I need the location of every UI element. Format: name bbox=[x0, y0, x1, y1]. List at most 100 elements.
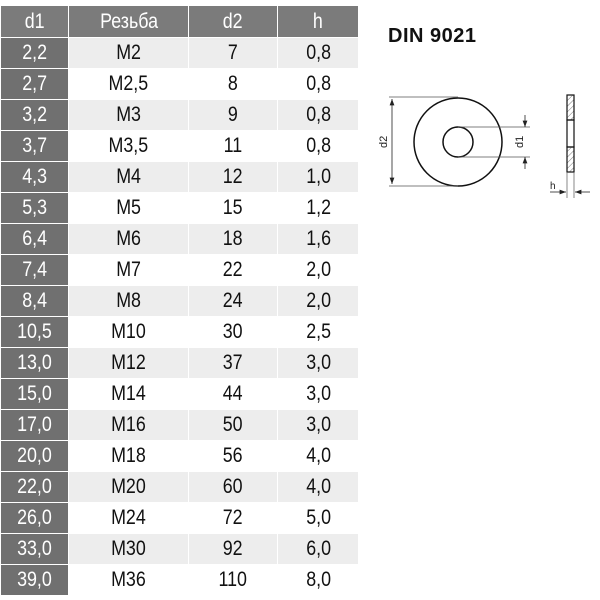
cell-value: 10,5 bbox=[17, 320, 52, 343]
washer-front-view: d2 d1 bbox=[378, 96, 530, 187]
table-cell: 39,0 bbox=[0, 564, 70, 596]
column-header-label: d2 bbox=[223, 9, 244, 33]
table-cell: M24 bbox=[68, 502, 189, 534]
washer-side-view: h bbox=[550, 94, 590, 198]
table-cell: 2,5 bbox=[277, 316, 359, 348]
table-cell: 20,0 bbox=[0, 440, 70, 472]
table-cell: M8 bbox=[68, 285, 189, 317]
cell-value: 72 bbox=[223, 506, 244, 529]
cell-value: 18 bbox=[223, 227, 244, 250]
cell-value: 6,4 bbox=[22, 227, 48, 250]
cell-value: 0,8 bbox=[305, 41, 331, 64]
cell-value: M30 bbox=[111, 537, 146, 560]
cell-value: 5,0 bbox=[305, 506, 331, 529]
cell-value: 2,7 bbox=[22, 72, 48, 95]
table-cell: 4,0 bbox=[277, 471, 359, 503]
cell-value: M12 bbox=[111, 351, 146, 374]
table-row: 22,0 M20 60 4,0 bbox=[0, 471, 359, 503]
table-row: 3,2 M3 9 0,8 bbox=[0, 99, 359, 131]
cell-value: 2,0 bbox=[305, 258, 331, 281]
table-cell: M12 bbox=[68, 347, 189, 379]
table-cell: 110 bbox=[187, 564, 279, 596]
standard-title: DIN 9021 bbox=[388, 25, 477, 47]
cell-value: M2,5 bbox=[108, 72, 149, 95]
cell-value: 3,7 bbox=[22, 134, 48, 157]
cell-value: M18 bbox=[111, 444, 146, 467]
table-cell: 9 bbox=[187, 99, 279, 131]
cell-value: 3,2 bbox=[22, 103, 48, 126]
cell-value: 17,0 bbox=[17, 413, 52, 436]
cell-value: 44 bbox=[223, 382, 244, 405]
cell-value: 4,0 bbox=[305, 444, 331, 467]
cell-value: M4 bbox=[116, 165, 141, 188]
column-header: d1 bbox=[0, 5, 70, 38]
table-cell: 7,4 bbox=[0, 254, 70, 286]
table-cell: M36 bbox=[68, 564, 189, 596]
table-cell: 2,0 bbox=[277, 285, 359, 317]
cell-value: 92 bbox=[223, 537, 244, 560]
table-row: 3,7 M3,5 11 0,8 bbox=[0, 130, 359, 162]
cell-value: 3,0 bbox=[305, 351, 331, 374]
cell-value: 33,0 bbox=[17, 537, 52, 560]
table-cell: 3,0 bbox=[277, 378, 359, 410]
table-row: 15,0 M14 44 3,0 bbox=[0, 378, 359, 410]
column-header-label: d1 bbox=[24, 9, 45, 33]
table-cell: 0,8 bbox=[277, 99, 359, 131]
table-cell: 17,0 bbox=[0, 409, 70, 441]
cell-value: M16 bbox=[111, 413, 146, 436]
cell-value: 8,4 bbox=[22, 289, 48, 312]
table-row: 39,0 M36 110 8,0 bbox=[0, 564, 359, 596]
cell-value: 3,0 bbox=[305, 413, 331, 436]
cell-value: M5 bbox=[116, 196, 141, 219]
table-cell: 8 bbox=[187, 68, 279, 100]
table-cell: 8,4 bbox=[0, 285, 70, 317]
table-cell: 12 bbox=[187, 161, 279, 193]
table-cell: 15 bbox=[187, 192, 279, 224]
cell-value: 8 bbox=[228, 72, 239, 95]
cell-value: 2,5 bbox=[305, 320, 331, 343]
table-row: 26,0 M24 72 5,0 bbox=[0, 502, 359, 534]
cell-value: 2,0 bbox=[305, 289, 331, 312]
table-cell: M10 bbox=[68, 316, 189, 348]
cell-value: M2 bbox=[116, 41, 141, 64]
cell-value: 0,8 bbox=[305, 134, 331, 157]
cell-value: 3,0 bbox=[305, 382, 331, 405]
table-cell: 72 bbox=[187, 502, 279, 534]
cell-value: 12 bbox=[223, 165, 244, 188]
cell-value: M20 bbox=[111, 475, 146, 498]
column-header-label: h bbox=[313, 9, 324, 33]
cell-value: 60 bbox=[223, 475, 244, 498]
cell-value: 22,0 bbox=[17, 475, 52, 498]
table-row: 20,0 M18 56 4,0 bbox=[0, 440, 359, 472]
table-cell: M3,5 bbox=[68, 130, 189, 162]
table-cell: M14 bbox=[68, 378, 189, 410]
table-row: 7,4 M7 22 2,0 bbox=[0, 254, 359, 286]
table-row: 4,3 M4 12 1,0 bbox=[0, 161, 359, 193]
table-cell: M2 bbox=[68, 37, 189, 69]
cell-value: 0,8 bbox=[305, 72, 331, 95]
table-cell: 37 bbox=[187, 347, 279, 379]
cell-value: 1,6 bbox=[305, 227, 331, 250]
table-cell: 3,7 bbox=[0, 130, 70, 162]
d2-label: d2 bbox=[378, 136, 390, 148]
cell-value: 22 bbox=[223, 258, 244, 281]
column-header: h bbox=[277, 5, 359, 38]
table-cell: 6,4 bbox=[0, 223, 70, 255]
table-row: 33,0 M30 92 6,0 bbox=[0, 533, 359, 565]
cell-value: M10 bbox=[111, 320, 146, 343]
cell-value: 39,0 bbox=[17, 568, 52, 591]
cell-value: M7 bbox=[116, 258, 141, 281]
table-cell: 7 bbox=[187, 37, 279, 69]
table-cell: M16 bbox=[68, 409, 189, 441]
cell-value: 56 bbox=[223, 444, 244, 467]
cell-value: 50 bbox=[223, 413, 244, 436]
cell-value: 110 bbox=[218, 568, 248, 591]
cell-value: 5,3 bbox=[22, 196, 48, 219]
table-row: 2,2 M2 7 0,8 bbox=[0, 37, 359, 69]
cell-value: M36 bbox=[111, 568, 146, 591]
h-label: h bbox=[550, 181, 556, 192]
cell-value: 30 bbox=[223, 320, 244, 343]
cell-value: 24 bbox=[223, 289, 244, 312]
table-cell: 4,3 bbox=[0, 161, 70, 193]
